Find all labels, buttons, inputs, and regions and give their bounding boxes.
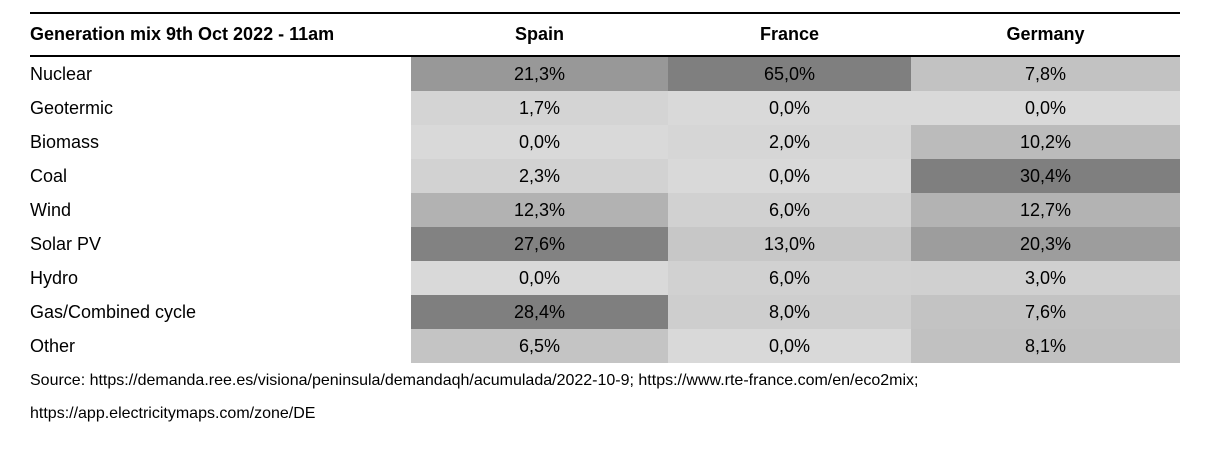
value-cell-germany: 12,7%: [911, 193, 1180, 227]
value-cell-germany: 10,2%: [911, 125, 1180, 159]
value-cell-france: 65,0%: [668, 57, 911, 91]
value-cell-france: 13,0%: [668, 227, 911, 261]
table-body: Nuclear 21,3% 65,0% 7,8% Geotermic 1,7% 0,0% 0,…: [30, 57, 1180, 363]
source-line-2: https://app.electricitymaps.com/zone/DE: [30, 405, 316, 422]
table-row: Coal 2,3% 0,0% 30,4%: [30, 159, 1180, 193]
column-header-france: France: [759, 24, 820, 44]
source-note: Source: https://demanda.ree.es/visiona/p…: [30, 371, 1200, 424]
table-row: Hydro 0,0% 6,0% 3,0%: [30, 261, 1180, 295]
table-row: Gas/Combined cycle 28,4% 8,0% 7,6%: [30, 295, 1180, 329]
value-cell-spain: 6,5%: [411, 329, 668, 363]
value-cell-spain: 12,3%: [411, 193, 668, 227]
table-row: Geotermic 1,7% 0,0% 0,0%: [30, 91, 1180, 125]
generation-mix-table: Generation mix 9th Oct 2022 - 11am Spain…: [30, 12, 1180, 363]
value-cell-germany: 7,8%: [911, 57, 1180, 91]
value-cell-spain: 27,6%: [411, 227, 668, 261]
value-cell-germany: 20,3%: [911, 227, 1180, 261]
value-cell-germany: 3,0%: [911, 261, 1180, 295]
table-title: Generation mix 9th Oct 2022 - 11am: [30, 24, 335, 44]
value-cell-france: 2,0%: [668, 125, 911, 159]
row-label: Gas/Combined cycle: [30, 295, 411, 329]
row-label: Hydro: [30, 261, 411, 295]
row-label: Geotermic: [30, 91, 411, 125]
table-row: Nuclear 21,3% 65,0% 7,8%: [30, 57, 1180, 91]
value-cell-france: 6,0%: [668, 193, 911, 227]
value-cell-france: 8,0%: [668, 295, 911, 329]
row-label: Solar PV: [30, 227, 411, 261]
value-cell-spain: 2,3%: [411, 159, 668, 193]
row-label: Biomass: [30, 125, 411, 159]
value-cell-germany: 0,0%: [911, 91, 1180, 125]
value-cell-france: 6,0%: [668, 261, 911, 295]
column-header-germany: Germany: [1006, 24, 1085, 44]
row-label: Wind: [30, 193, 411, 227]
table-row: Wind 12,3% 6,0% 12,7%: [30, 193, 1180, 227]
column-header-spain: Spain: [514, 24, 564, 44]
value-cell-spain: 28,4%: [411, 295, 668, 329]
value-cell-germany: 30,4%: [911, 159, 1180, 193]
table-row: Biomass 0,0% 2,0% 10,2%: [30, 125, 1180, 159]
value-cell-spain: 1,7%: [411, 91, 668, 125]
value-cell-france: 0,0%: [668, 91, 911, 125]
table-header-row: Generation mix 9th Oct 2022 - 11am Spain…: [30, 12, 1180, 57]
row-label: Other: [30, 329, 411, 363]
row-label: Nuclear: [30, 57, 411, 91]
value-cell-germany: 7,6%: [911, 295, 1180, 329]
source-line-1: Source: https://demanda.ree.es/visiona/p…: [30, 372, 919, 389]
table-row: Other 6,5% 0,0% 8,1%: [30, 329, 1180, 363]
value-cell-spain: 21,3%: [411, 57, 668, 91]
value-cell-spain: 0,0%: [411, 125, 668, 159]
value-cell-germany: 8,1%: [911, 329, 1180, 363]
row-label: Coal: [30, 159, 411, 193]
value-cell-spain: 0,0%: [411, 261, 668, 295]
value-cell-france: 0,0%: [668, 159, 911, 193]
table-row: Solar PV 27,6% 13,0% 20,3%: [30, 227, 1180, 261]
value-cell-france: 0,0%: [668, 329, 911, 363]
